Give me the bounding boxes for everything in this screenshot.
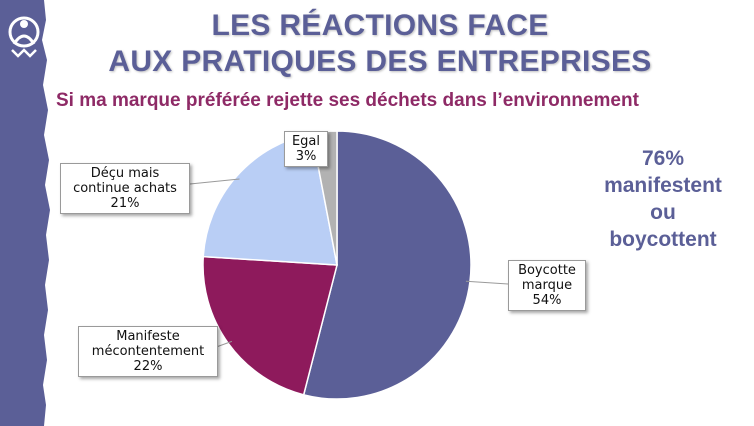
summary-line: boycottent (609, 228, 717, 251)
slice-label-text: mécontentement (91, 344, 205, 359)
side-band (0, 0, 50, 426)
summary-callout: 76% manifestent ou boycottent (588, 145, 738, 253)
summary-percent: 76% (641, 147, 685, 170)
leader-line (465, 280, 509, 285)
page-title-line2: AUX PRATIQUES DES ENTREPRISES (108, 45, 652, 78)
organization-logo (8, 16, 40, 58)
slice-label-text: Egal (291, 134, 321, 149)
slice-label-text: Boycotte (518, 263, 576, 278)
slice-label-value: 3% (295, 149, 317, 164)
slice-label-text: marque (521, 278, 573, 293)
summary-line: ou (650, 201, 676, 224)
slice-label-boycotte: Boycotte marque 54% (508, 260, 586, 311)
slice-label-egal: Egal 3% (284, 131, 328, 167)
page-title-line1: LES RÉACTIONS FACE (211, 9, 549, 42)
slice-label-text: Déçu mais (90, 166, 160, 181)
slice-manifeste (202, 255, 338, 396)
summary-line: manifestent (604, 174, 722, 197)
slice-label-text: continue achats (73, 181, 177, 196)
slice-label-text: Manifeste (116, 329, 180, 344)
slice-label-manifeste: Manifeste mécontentement 22% (78, 326, 218, 377)
slice-label-value: 21% (110, 196, 140, 211)
slice-label-value: 54% (532, 293, 562, 308)
slice-label-value: 22% (133, 359, 163, 374)
slice-label-decu: Déçu mais continue achats 21% (60, 163, 190, 214)
chart-subtitle: Si ma marque préférée rejette ses déchet… (56, 90, 639, 111)
